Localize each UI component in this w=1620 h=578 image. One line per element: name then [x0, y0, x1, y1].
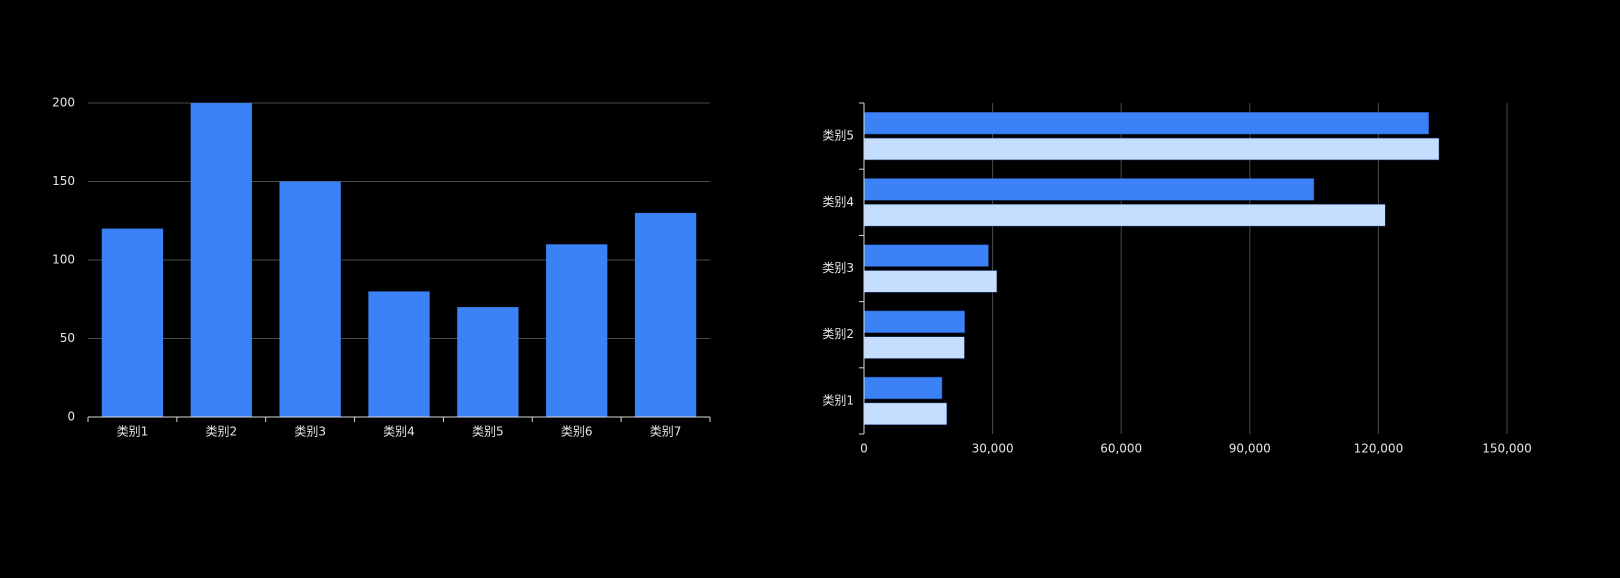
horizontal-bar-chart: 类别1 类别2 类别3 类别4 类别5 0 30,000 60,000 90,000 120,0…: [822, 102, 1532, 456]
right-bar: [863, 137, 1440, 161]
left-bar: [279, 181, 341, 417]
left-x-tick-label: 类别7: [650, 425, 682, 439]
right-y-tick-label: 类别3: [822, 261, 854, 275]
left-x-tick-label: 类别2: [205, 425, 237, 439]
left-x-tick-label: 类别3: [294, 425, 326, 439]
right-y-tick-label: 类别1: [822, 393, 854, 407]
left-bar: [457, 307, 519, 417]
right-bar: [863, 310, 965, 333]
right-bar: [863, 112, 1429, 135]
right-x-tick-label: 60,000: [1100, 442, 1142, 456]
right-x-tick-labels: 0 30,000 60,000 90,000 120,000 150,000: [860, 442, 1532, 456]
left-bar: [546, 244, 608, 417]
right-x-tick-label: 120,000: [1354, 442, 1404, 456]
right-y-axis: [859, 102, 865, 435]
left-bar: [101, 228, 164, 417]
right-bar: [863, 336, 965, 359]
right-bar: [863, 376, 943, 400]
left-y-tick-label: 50: [60, 331, 75, 345]
right-bar: [863, 178, 1315, 201]
right-bar: [863, 204, 1386, 227]
right-x-tick-label: 150,000: [1482, 442, 1532, 456]
left-y-tick-label: 150: [52, 174, 75, 188]
left-x-tick-label: 类别1: [117, 425, 149, 439]
right-x-tick-label: 30,000: [972, 442, 1014, 456]
left-x-tick-label: 类别4: [383, 425, 415, 439]
right-y-tick-label: 类别4: [822, 195, 854, 209]
left-x-tick-labels: 类别1 类别2 类别3 类别4 类别5 类别6 类别7: [117, 425, 682, 439]
left-y-tick-labels: 0 50 100 150 200: [52, 96, 75, 424]
right-bars: [863, 112, 1440, 425]
right-x-tick-label: 0: [860, 442, 868, 456]
left-bars: [101, 103, 697, 417]
right-x-tick-label: 90,000: [1229, 442, 1271, 456]
left-x-tick-label: 类别6: [561, 425, 593, 439]
vertical-bar-chart: 0 50 100 150 200 类别1 类别2 类别3 类别4 类别5 类别6 类别7: [52, 96, 711, 439]
left-y-tick-label: 0: [67, 410, 75, 424]
right-y-tick-label: 类别2: [822, 327, 854, 341]
right-bar: [863, 270, 998, 293]
left-y-tick-label: 100: [52, 253, 75, 267]
left-x-axis: [87, 416, 711, 422]
left-y-tick-label: 200: [52, 96, 75, 110]
right-bar: [863, 244, 989, 267]
right-y-tick-labels: 类别1 类别2 类别3 类别4 类别5: [822, 129, 854, 408]
left-bar: [190, 103, 252, 417]
left-bar: [634, 212, 697, 417]
left-bar: [368, 291, 430, 417]
right-bar: [863, 402, 948, 425]
right-y-tick-label: 类别5: [822, 129, 854, 143]
left-x-tick-label: 类别5: [472, 425, 504, 439]
